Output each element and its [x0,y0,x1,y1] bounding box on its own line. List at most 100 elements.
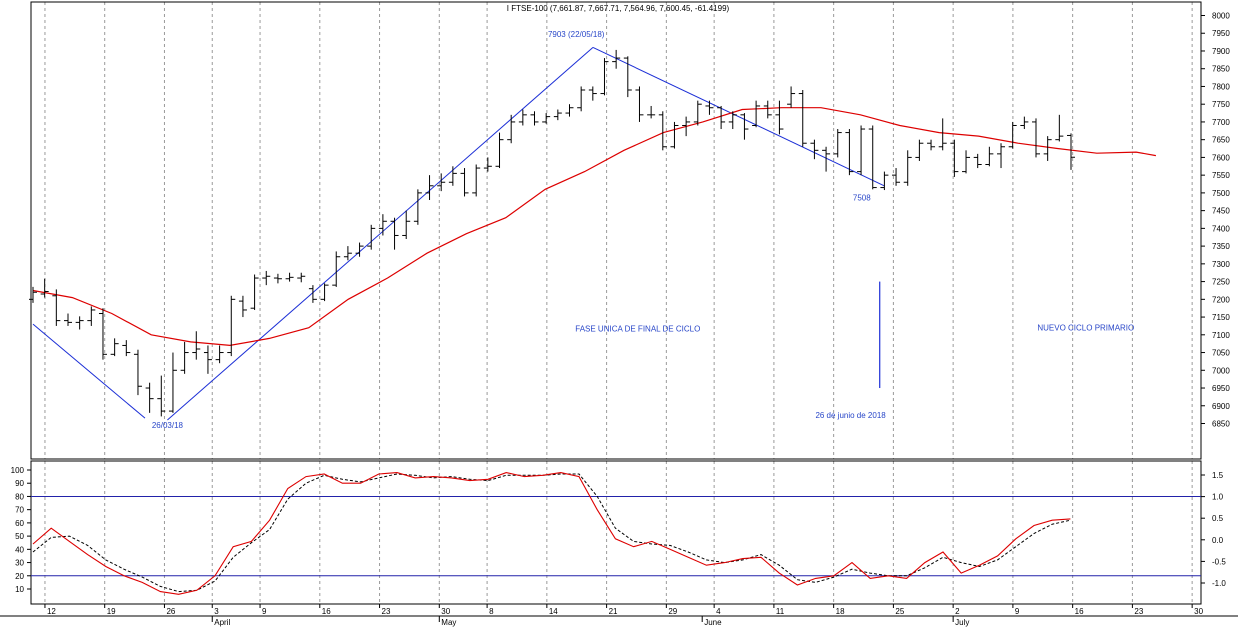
price-tick-label: 7450 [1212,207,1230,216]
ohlc-bar [915,139,924,161]
ohlc-bar [810,139,819,160]
ohlc-bars [29,49,1075,417]
annotation-label: 7508 [853,194,871,203]
ohlc-bar [973,153,982,169]
x-tick-label: 11 [776,607,785,616]
osc-signal-line [32,473,1071,593]
osc-right-tick-label: 1.5 [1212,471,1224,480]
osc-left-tick-label: 10 [15,585,24,594]
x-tick-label: 23 [1134,607,1143,616]
x-tick-label: 23 [382,607,391,616]
ohlc-bar [40,278,49,298]
price-tick-label: 7150 [1212,313,1230,322]
ohlc-bar [133,349,142,396]
moving-average [32,107,1157,347]
ohlc-bar [98,308,107,360]
ohlc-bar [52,289,61,326]
ohlc-bar [87,306,96,326]
ohlc-bar [250,274,259,310]
osc-main-line [32,472,1071,595]
ohlc-bar [798,90,807,147]
x-tick-label: 29 [668,607,677,616]
ohlc-bar [997,143,1006,169]
ohlc-bar [670,121,679,149]
ohlc-bar [320,283,329,302]
ohlc-bar [705,100,714,115]
annotation-label: 26/03/18 [152,421,184,430]
ohlc-bar [273,273,282,284]
annotation-label: NUEVO CICLO PRIMARIO [1037,324,1134,333]
x-tick-label: 2 [955,607,960,616]
ohlc-bar [1032,118,1041,158]
month-label: May [441,618,456,627]
ohlc-bar [565,104,574,117]
ohlc-bar [938,118,947,151]
price-tick-label: 7600 [1212,153,1230,162]
ohlc-bar [1020,116,1029,130]
ohlc-bar [437,173,446,192]
price-tick-label: 8000 [1212,12,1230,21]
ohlc-bar [483,157,492,172]
ohlc-bar [448,166,457,186]
ohlc-bar [122,340,131,357]
ohlc-bar [425,175,434,200]
ohlc-bar [332,251,341,287]
oscillator-axis: 10 20 30 40 50 60 70 80 90 100 -1.0 -0.5 0.0 0.5 1.0 1.… [11,466,1227,594]
ohlc-bar [775,100,784,135]
ohlc-bar [600,58,609,96]
price-tick-label: 6950 [1212,384,1230,393]
x-tick-label: 4 [716,607,721,616]
ohlc-bar [553,109,562,121]
x-tick-label: 18 [836,607,845,616]
price-tick-label: 7250 [1212,278,1230,287]
ohlc-bar [145,382,154,413]
annotation-label: FASE UNICA DE FINAL DE CICLO [575,324,700,333]
ohlc-bar [985,146,994,167]
annotation-label: 26 de junio de 2018 [815,411,886,420]
x-tick-label: 30 [441,607,450,616]
month-label: April [214,618,230,627]
ohlc-bar [962,150,971,174]
price-tick-label: 7900 [1212,47,1230,56]
ohlc-bar [647,105,656,119]
ohlc-bar [623,56,632,98]
ohlc-bar [413,189,422,225]
ohlc-bar [402,210,411,240]
price-tick-label: 6900 [1212,402,1230,411]
ohlc-bar [29,286,37,303]
ohlc-bar [518,109,527,126]
osc-left-tick-label: 30 [15,559,24,568]
price-tick-label: 7800 [1212,82,1230,91]
oscillator-lines [32,472,1071,595]
ohlc-bar [460,168,469,197]
ohlc-bar [787,86,796,108]
annotation-label: 7903 (22/05/18) [548,30,605,39]
ohlc-bar [472,164,481,197]
ohlc-bar [203,345,212,374]
ohlc-bar [192,331,201,360]
ohlc-bar [1055,114,1064,142]
ohlc-bar [238,295,247,318]
x-tick-label: 3 [214,607,219,616]
ohlc-bar [588,86,597,101]
ohlc-bar [367,224,376,250]
x-tick-label: 9 [262,607,267,616]
ohlc-bar [378,214,387,236]
ohlc-bar [857,125,866,176]
trend-line [32,323,146,419]
trend-lines [32,46,885,421]
x-tick-label: 16 [1075,607,1084,616]
ohlc-bar [845,129,854,176]
ohlc-bar [682,116,691,137]
ohlc-bar [168,352,177,413]
price-tick-label: 7550 [1212,171,1230,180]
osc-left-tick-label: 50 [15,532,24,541]
ohlc-bar [740,113,749,140]
ohlc-bar [262,270,271,286]
ohlc-bar [215,345,224,364]
x-tick-label: 26 [166,607,175,616]
price-tick-label: 7050 [1212,349,1230,358]
ohlc-bar [612,49,621,69]
